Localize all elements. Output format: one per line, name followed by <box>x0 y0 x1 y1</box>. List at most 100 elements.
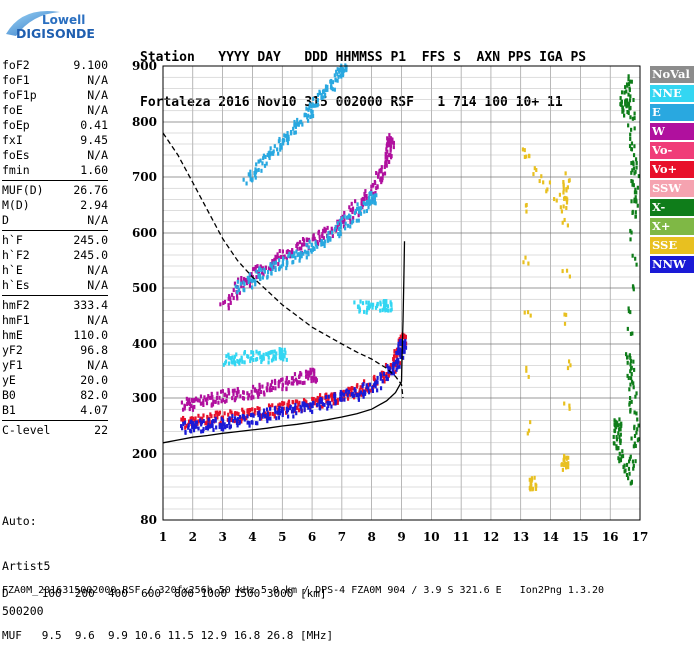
echo-mark <box>262 412 265 417</box>
echo-mark <box>278 379 281 384</box>
echo-mark <box>231 292 234 297</box>
echo-mark <box>379 308 382 313</box>
echo-mark <box>256 406 259 411</box>
param-label: foE <box>2 103 23 117</box>
echo-mark <box>532 486 535 491</box>
echo-mark <box>523 310 526 315</box>
echo-mark <box>307 252 310 257</box>
echo-mark <box>629 331 633 336</box>
echo-mark <box>385 371 388 376</box>
echo-mark <box>617 431 620 436</box>
echo-mark <box>548 180 552 185</box>
echo-mark <box>258 350 261 355</box>
echo-mark <box>248 173 252 178</box>
echo-mark <box>628 144 632 149</box>
echo-mark <box>207 394 210 399</box>
echo-mark <box>219 302 222 307</box>
echo-mark <box>624 468 627 473</box>
legend: NoVal NNE E W Vo- Vo+ SSW X- X+ SSE NNW <box>650 66 694 275</box>
echo-mark <box>397 351 400 356</box>
echo-mark <box>371 389 374 394</box>
echo-mark <box>182 418 185 423</box>
echo-mark <box>634 187 637 192</box>
echo-mark <box>631 168 634 173</box>
echo-mark <box>297 122 300 127</box>
echo-mark <box>227 387 230 392</box>
echo-mark <box>379 300 382 305</box>
echo-mark <box>297 408 301 413</box>
echo-mark <box>269 411 272 416</box>
echo-mark <box>223 299 227 304</box>
echo-mark <box>285 386 288 391</box>
echo-mark <box>274 381 277 386</box>
param-label: B0 <box>2 388 16 402</box>
echo-mark <box>211 424 214 429</box>
echo-mark <box>273 144 276 149</box>
echo-mark <box>281 262 285 267</box>
echo-mark <box>371 305 374 310</box>
echo-mark <box>294 377 298 382</box>
echo-mark <box>630 146 633 151</box>
echo-mark <box>330 404 333 409</box>
echo-mark <box>342 224 346 229</box>
echo-mark <box>321 404 324 409</box>
echo-mark <box>366 305 369 310</box>
x-tick-label: 13 <box>512 530 529 544</box>
echo-mark <box>353 300 356 305</box>
param-value: 0.41 <box>80 118 108 132</box>
echo-mark <box>629 409 632 414</box>
echo-mark <box>202 419 205 424</box>
echo-mark <box>367 382 370 387</box>
y-tick-label: 200 <box>132 447 157 461</box>
echo-mark <box>563 321 567 326</box>
echo-mark <box>236 393 239 398</box>
param-value: 96.8 <box>80 343 108 357</box>
param-row: foF1 N/A <box>2 73 108 88</box>
legend-item: NoVal <box>650 66 694 83</box>
echo-mark <box>388 133 391 138</box>
echo-mark <box>293 119 296 124</box>
echo-mark <box>368 192 371 197</box>
echo-mark <box>525 368 528 373</box>
echo-mark <box>363 209 366 214</box>
echo-mark <box>192 425 196 430</box>
echo-mark <box>183 406 186 411</box>
echo-mark <box>627 306 630 311</box>
echo-mark <box>385 147 388 152</box>
echo-mark <box>242 280 245 285</box>
echo-mark <box>362 392 365 397</box>
echo-mark <box>182 415 185 420</box>
echo-mark <box>210 414 213 419</box>
echo-mark <box>619 441 622 446</box>
echo-mark <box>233 354 236 359</box>
echo-mark <box>284 350 287 355</box>
echo-mark <box>367 300 370 305</box>
echo-mark <box>333 227 336 232</box>
echo-mark <box>358 392 361 397</box>
echo-mark <box>629 228 632 233</box>
echo-mark <box>261 384 264 389</box>
echo-mark <box>563 217 566 222</box>
param-row: D N/A <box>2 213 108 228</box>
echo-mark <box>617 446 620 451</box>
echo-mark <box>252 357 255 362</box>
echo-mark <box>301 401 304 406</box>
echo-mark <box>558 192 562 197</box>
echo-mark <box>277 262 280 267</box>
param-label: h`Es <box>2 278 30 292</box>
echo-mark <box>325 399 328 404</box>
echo-mark <box>391 140 394 145</box>
echo-mark <box>288 406 292 411</box>
echo-mark <box>630 372 633 377</box>
echo-mark <box>300 409 303 414</box>
echo-mark <box>260 268 263 273</box>
echo-mark <box>631 459 635 464</box>
echo-mark <box>267 355 270 360</box>
file-info-footer: FZA0M_2016315002000.RSF / 320fx256h 50 k… <box>2 585 605 596</box>
echo-mark <box>631 116 634 121</box>
echo-mark <box>233 416 237 421</box>
echo-mark <box>372 191 375 196</box>
echo-mark <box>218 395 221 400</box>
echo-mark <box>278 265 282 270</box>
echo-mark <box>283 347 286 352</box>
